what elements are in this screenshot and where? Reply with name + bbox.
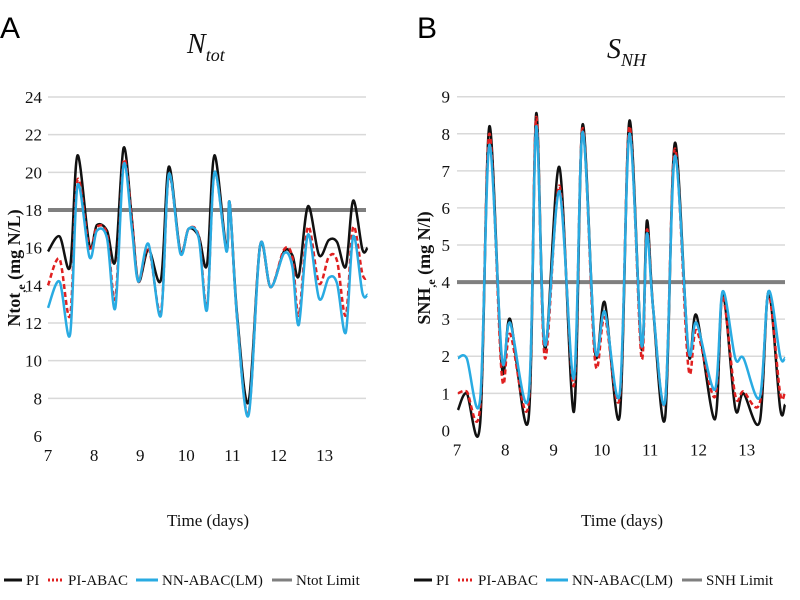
x-axis-label-a: Time (days) xyxy=(167,511,249,530)
legend-label-pi-abac: PI-ABAC xyxy=(478,573,538,589)
y-tick-label: 7 xyxy=(442,162,451,181)
panel-letter-a: A xyxy=(0,12,20,45)
panel-letter-b: B xyxy=(417,12,437,45)
legend-label-nn-abac: NN-ABAC(LM) xyxy=(162,573,263,589)
series-line-nn-abac-lm xyxy=(457,125,787,410)
y-tick-label: 8 xyxy=(34,389,43,408)
y-tick-label: 5 xyxy=(442,236,451,255)
y-tick-label: 10 xyxy=(25,352,42,371)
legend-b: PI PI-ABAC NN-ABAC(LM) SNH Limit xyxy=(414,573,774,589)
y-tick-label: 20 xyxy=(25,163,42,182)
x-tick-label: 13 xyxy=(738,440,755,459)
x-tick-label: 8 xyxy=(90,446,99,465)
x-tick-label: 11 xyxy=(642,440,658,459)
y-tick-label: 4 xyxy=(442,273,451,292)
y-tick-label: 2 xyxy=(442,347,451,366)
series-line-nn-abac-lm xyxy=(46,161,369,418)
legend-label-nn-abac: NN-ABAC(LM) xyxy=(572,573,673,589)
y-tick-label: 8 xyxy=(442,125,451,144)
y-tick-label: 3 xyxy=(442,310,451,329)
y-tick-label: 22 xyxy=(25,126,42,145)
x-tick-label: 11 xyxy=(224,446,240,465)
x-tick-label: 9 xyxy=(136,446,145,465)
y-tick-label: 0 xyxy=(442,421,451,440)
y-tick-label: 18 xyxy=(25,201,42,220)
legend-label-limit: Ntot Limit xyxy=(296,573,361,589)
chart-title-a: Ntot xyxy=(186,29,226,65)
legend-label-limit: SNH Limit xyxy=(706,573,774,589)
y-tick-label: 6 xyxy=(34,427,43,446)
y-tick-label: 1 xyxy=(442,384,451,403)
chart-title-b: SNH xyxy=(607,34,647,70)
y-axis-label-b: SNH,e (mg N/l) xyxy=(414,211,438,324)
y-tick-label: 24 xyxy=(25,88,43,107)
x-tick-label: 10 xyxy=(593,440,610,459)
y-tick-label: 16 xyxy=(25,239,42,258)
y-tick-label: 12 xyxy=(25,314,42,333)
x-tick-label: 7 xyxy=(453,440,462,459)
plot-area-a: 6 8 10 12 14 16 18 20 22 24 7 8 9 10 11 12 13 xyxy=(25,88,369,465)
x-tick-label: 10 xyxy=(178,446,195,465)
y-tick-label: 9 xyxy=(442,88,451,107)
series-line-pi xyxy=(46,146,369,405)
y-tick-label: 6 xyxy=(442,199,451,218)
y-axis-label-a: Ntot,e (mg N/L) xyxy=(4,209,28,326)
x-tick-label: 12 xyxy=(270,446,287,465)
x-tick-label: 13 xyxy=(316,446,333,465)
legend-label-pi: PI xyxy=(26,573,39,589)
y-tick-label: 14 xyxy=(25,276,43,295)
x-tick-label: 7 xyxy=(44,446,53,465)
x-tick-label: 9 xyxy=(549,440,558,459)
legend-label-pi-abac: PI-ABAC xyxy=(68,573,128,589)
legend-label-pi: PI xyxy=(436,573,449,589)
x-tick-label: 12 xyxy=(690,440,707,459)
legend-a: PI PI-ABAC NN-ABAC(LM) Ntot Limit xyxy=(4,573,361,589)
x-tick-label: 8 xyxy=(501,440,510,459)
x-axis-label-b: Time (days) xyxy=(581,511,663,530)
